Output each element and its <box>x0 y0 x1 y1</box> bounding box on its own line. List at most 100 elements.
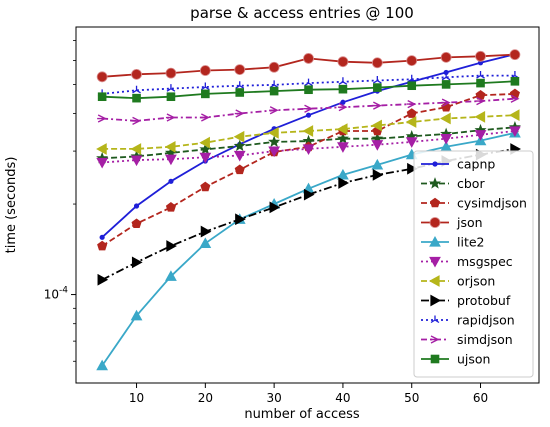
point-rapidjson-35 <box>304 78 313 87</box>
point-json-50 <box>406 55 418 66</box>
point-json-65 <box>509 49 521 61</box>
point-cysimdjson-10 <box>131 218 142 229</box>
point-capnp-5 <box>99 234 105 240</box>
point-protobuf-15 <box>166 240 177 252</box>
point-protobuf-5 <box>97 273 109 286</box>
point-capnp-10 <box>133 203 140 209</box>
point-ujson-35 <box>304 85 313 95</box>
point-lite2-10 <box>130 309 143 321</box>
point-simdjson-25 <box>234 109 245 118</box>
legend-item-msgspec: msgspec <box>421 254 513 269</box>
point-orjson-20 <box>199 136 210 149</box>
point-capnp-55 <box>443 69 449 76</box>
point-msgspec-15 <box>165 154 177 166</box>
legend-label-protobuf: protobuf <box>457 293 511 308</box>
point-lite2-5 <box>96 359 109 371</box>
point-rapidjson-25 <box>235 81 245 89</box>
legend-marker-orjson <box>428 275 440 287</box>
series-rapidjson <box>97 71 520 97</box>
point-protobuf-50 <box>407 162 418 175</box>
point-cysimdjson-20 <box>200 181 211 192</box>
x-tick-label-60: 60 <box>473 391 488 405</box>
point-orjson-50 <box>405 116 417 128</box>
point-protobuf-25 <box>235 213 246 226</box>
x-axis-title: number of access <box>244 407 360 422</box>
point-protobuf-10 <box>131 256 143 269</box>
point-simdjson-55 <box>441 98 451 107</box>
point-simdjson-15 <box>165 113 176 122</box>
point-orjson-5 <box>96 143 107 155</box>
legend-label-cysimdjson: cysimdjson <box>457 196 527 211</box>
point-cysimdjson-15 <box>165 202 176 212</box>
point-capnp-15 <box>168 178 174 184</box>
legend-label-capnp: capnp <box>457 157 495 172</box>
point-rapidjson-10 <box>132 85 141 94</box>
legend-marker-cysimdjson <box>429 197 441 208</box>
point-ujson-40 <box>338 84 348 94</box>
series-orjson <box>96 109 520 155</box>
series-lite2 <box>96 126 521 371</box>
series-ujson <box>97 76 520 103</box>
point-json-30 <box>268 61 280 73</box>
point-msgspec-60 <box>474 130 487 141</box>
point-ujson-50 <box>407 81 417 91</box>
y-axis-title: time (seconds) <box>4 157 19 254</box>
legend-item-rapidjson: rapidjson <box>421 313 515 328</box>
point-msgspec-10 <box>130 155 143 167</box>
point-orjson-60 <box>474 110 486 123</box>
point-json-55 <box>440 51 452 63</box>
x-tick-label-50: 50 <box>404 391 419 405</box>
legend-label-simdjson: simdjson <box>457 332 513 347</box>
point-json-40 <box>337 56 349 68</box>
point-simdjson-50 <box>406 99 417 109</box>
legend-item-lite2: lite2 <box>421 235 485 250</box>
point-msgspec-25 <box>233 150 246 162</box>
legend-item-orjson: orjson <box>421 274 495 289</box>
legend-item-simdjson: simdjson <box>421 332 513 347</box>
point-msgspec-35 <box>302 144 315 155</box>
legend-marker-cbor <box>428 177 442 189</box>
point-msgspec-45 <box>371 140 384 151</box>
legend-label-cbor: cbor <box>457 176 485 191</box>
point-protobuf-35 <box>303 188 315 201</box>
x-tick-label-20: 20 <box>198 391 213 405</box>
legend-marker-json <box>429 217 441 228</box>
point-json-20 <box>199 65 211 76</box>
legend-label-msgspec: msgspec <box>457 254 513 269</box>
legend-marker-ujson <box>430 354 440 364</box>
chart-title: parse & access entries @ 100 <box>190 4 414 22</box>
point-simdjson-30 <box>269 106 279 115</box>
point-cbor-25 <box>233 139 246 152</box>
point-cysimdjson-25 <box>234 164 245 175</box>
point-lite2-45 <box>371 158 384 170</box>
point-msgspec-65 <box>509 126 521 137</box>
point-msgspec-20 <box>199 152 212 164</box>
point-json-10 <box>131 68 142 80</box>
point-rapidjson-50 <box>407 74 417 83</box>
point-ujson-60 <box>476 78 485 88</box>
axis-ticks: 10 20 30 40 50 60 10-4 <box>44 40 488 405</box>
legend-item-protobuf: protobuf <box>421 293 511 308</box>
point-msgspec-30 <box>268 146 281 158</box>
legend-marker-lite2 <box>429 235 441 247</box>
point-orjson-35 <box>302 125 314 137</box>
point-msgspec-55 <box>440 134 453 145</box>
point-protobuf-20 <box>200 225 212 238</box>
point-rapidjson-40 <box>338 77 348 85</box>
legend-marker-capnp <box>432 161 438 167</box>
legend-marker-rapidjson <box>430 315 440 324</box>
point-json-35 <box>303 53 314 64</box>
x-tick-label-10: 10 <box>129 391 144 405</box>
point-capnp-35 <box>305 112 312 118</box>
point-simdjson-45 <box>372 101 382 110</box>
legend: capnp cbor cysimdjson json lite2 msgspec orjso… <box>413 150 534 378</box>
legend-frame <box>413 150 534 378</box>
point-simdjson-35 <box>303 104 314 113</box>
legend-label-json: json <box>456 215 483 230</box>
plot-area-frame <box>75 26 540 384</box>
point-rapidjson-45 <box>372 76 382 84</box>
point-rapidjson-55 <box>441 72 451 81</box>
point-msgspec-5 <box>96 157 109 169</box>
point-orjson-15 <box>164 140 176 153</box>
